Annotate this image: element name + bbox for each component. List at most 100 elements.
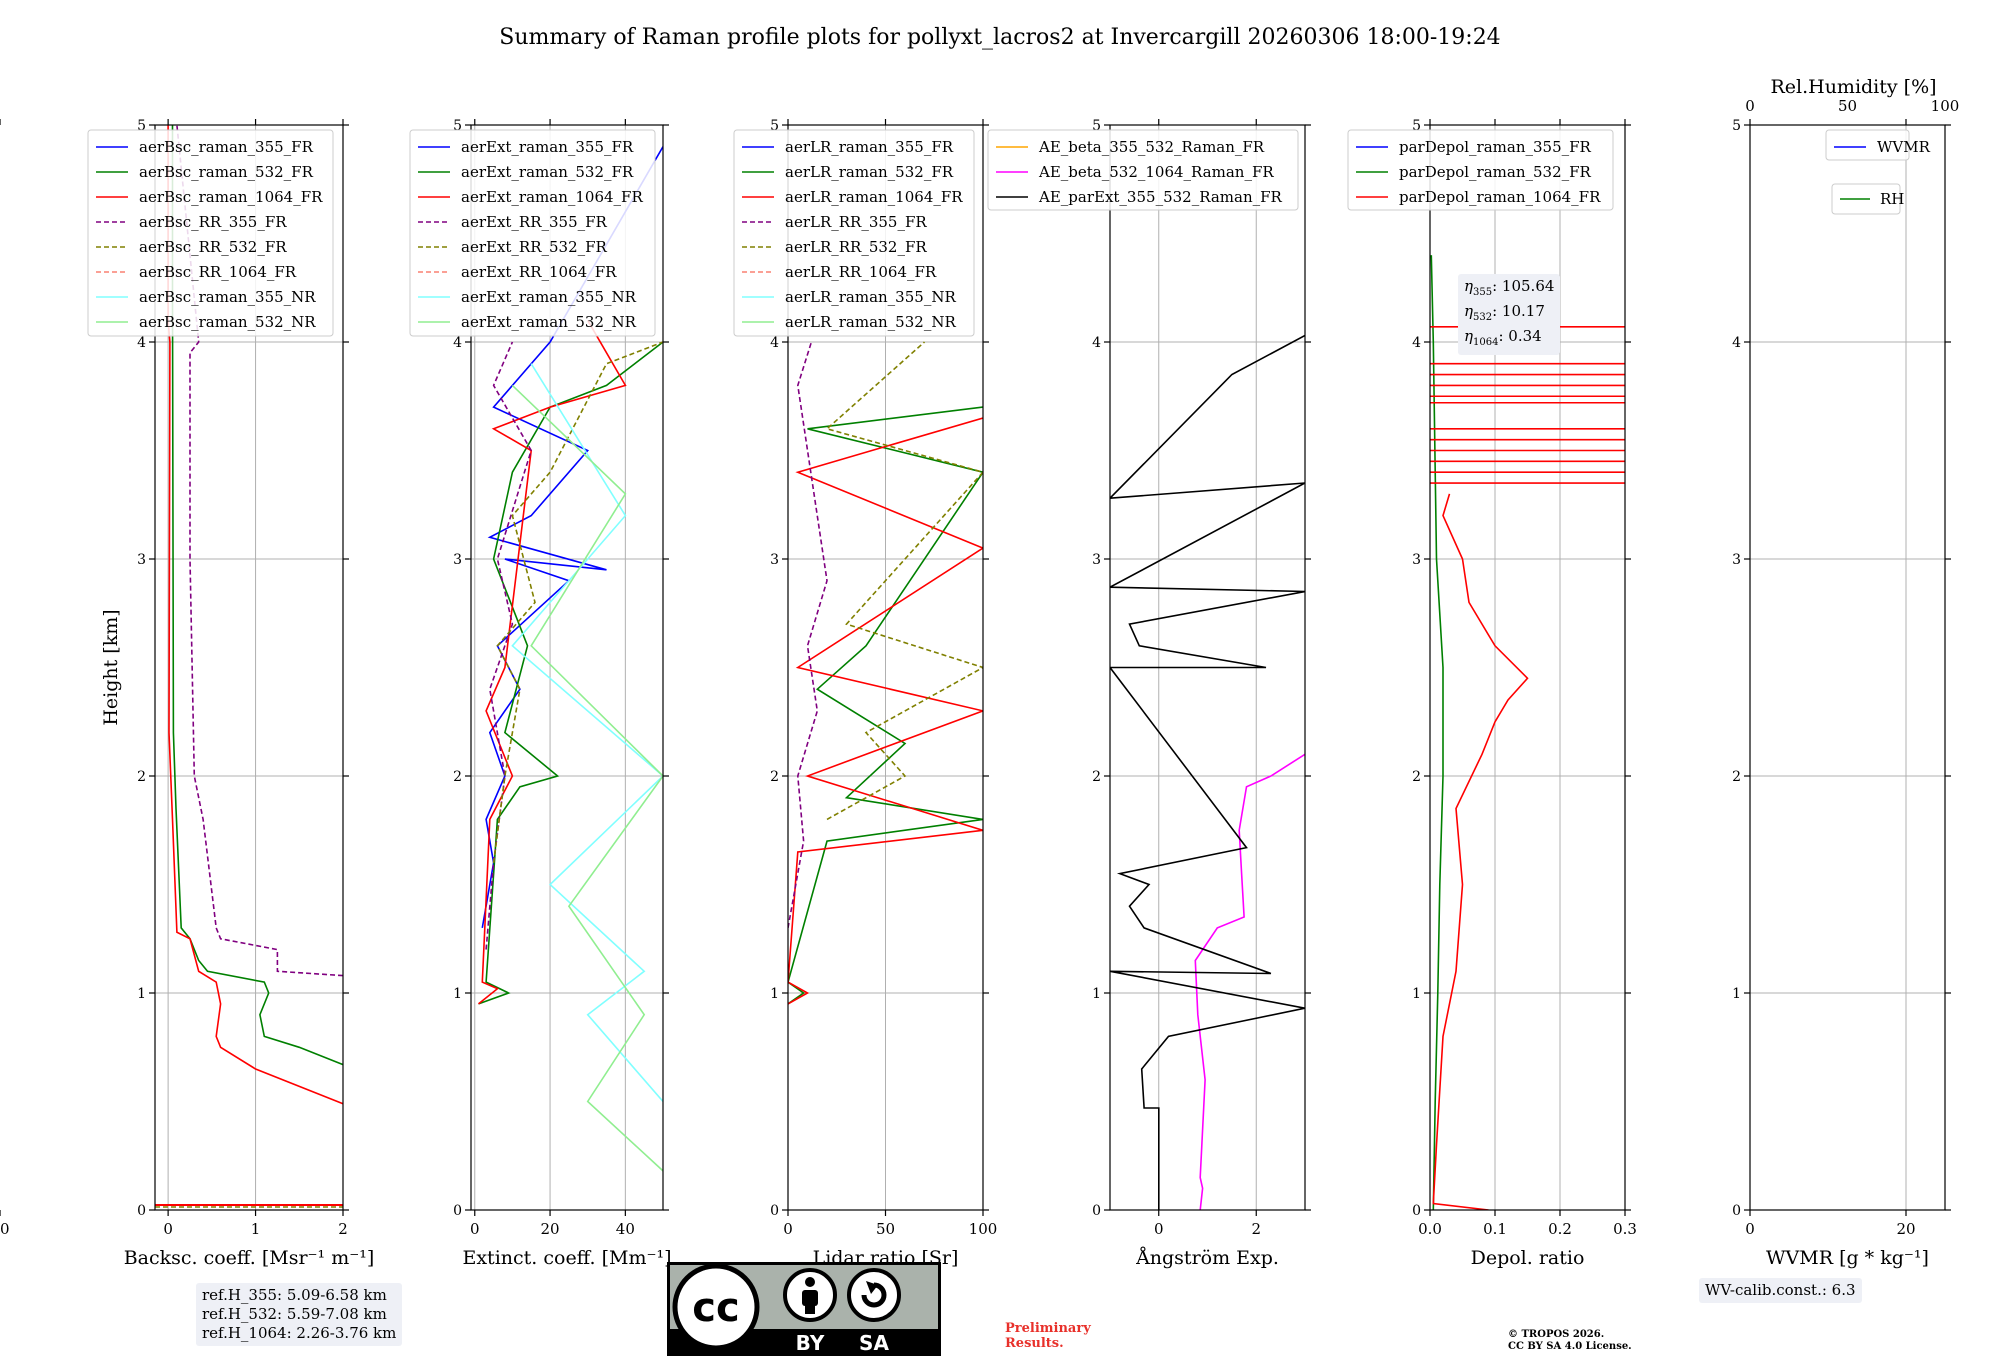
series-line-aerExt_RR_532_FR <box>492 341 663 863</box>
x-tick-label: 40 <box>616 1220 635 1238</box>
legend-entry-AE_parExt_355_532_Raman_FR: AE_parExt_355_532_Raman_FR <box>1038 188 1283 206</box>
legend-entry-aerExt_raman_355_NR: aerExt_raman_355_NR <box>461 288 637 306</box>
y-tick-label: 0 <box>137 1203 146 1219</box>
sa-arrow-icon <box>847 1268 901 1322</box>
legend-entry-aerLR_raman_532_NR: aerLR_raman_532_NR <box>785 313 956 331</box>
legend-backscatter[interactable]: aerBsc_raman_355_FR aerBsc_raman_532_FRae… <box>87 129 334 337</box>
series-group <box>477 146 663 1172</box>
cc-circle-icon <box>672 1263 760 1351</box>
legend-entry-aerLR_raman_532_FR: aerLR_raman_532_FR <box>785 163 954 181</box>
x-axis-label: WVMR [g * kg⁻¹] <box>1766 1247 1929 1269</box>
series-line-aerBsc_RR_355_FR <box>176 125 343 977</box>
y-tick-label: 4 <box>137 335 146 351</box>
legend-entry-aerBsc_raman_1064_FR: aerBsc_raman_1064_FR <box>139 188 323 206</box>
panel-depol: 0 1 2 3 4 5 0.0 0.1 0.2 0.3 Depol. ratio parDepol_r… <box>1347 118 1637 1269</box>
x-tick-label: 2 <box>1251 1220 1261 1238</box>
y-tick-label: 1 <box>1092 986 1101 1002</box>
legend-entry-parDepol_raman_355_FR: parDepol_raman_355_FR <box>1399 138 1592 156</box>
eta-355: η355: 105.64 <box>1464 277 1555 298</box>
axes-frame <box>154 124 344 1211</box>
y-tick-label: 2 <box>1092 769 1101 785</box>
x-tick-label: 0 <box>1745 1220 1755 1238</box>
x-tick-label: 0 <box>783 1220 793 1238</box>
x-tick-label: 20 <box>1896 1220 1915 1238</box>
legend-angstrom[interactable]: AE_beta_355_532_Raman_FR AE_beta_532_1064… <box>987 129 1299 211</box>
x-tick-label: 2 <box>338 1220 348 1238</box>
preliminary-line-2: Results. <box>1005 1336 1064 1351</box>
eta-355-value: 105.64 <box>1501 277 1555 295</box>
series-line-AE_beta_532_1064_Raman_FR <box>1194 753 1305 1210</box>
legend-entry-aerExt_raman_532_FR: aerExt_raman_532_FR <box>461 163 634 181</box>
top-x-tick-label: 0 <box>1745 97 1755 115</box>
y-tick-label: 3 <box>770 552 779 568</box>
legend-rh[interactable]: RH <box>1831 183 1904 215</box>
y-tick-label: 5 <box>1092 118 1101 134</box>
x-axis-label: Depol. ratio <box>1471 1247 1585 1269</box>
eta-1064: η1064: 0.34 <box>1464 327 1542 348</box>
y-tick-label: 5 <box>453 118 462 134</box>
legend-depol[interactable]: parDepol_raman_355_FR parDepol_raman_532_… <box>1347 129 1614 211</box>
series-line-aerBsc_raman_532_FR <box>171 125 343 1066</box>
series-group <box>1110 334 1305 1210</box>
legend-box <box>733 129 975 337</box>
y-tick-label: 1 <box>1732 986 1741 1002</box>
y-tick-label: 5 <box>1732 118 1741 134</box>
legend-box <box>987 129 1299 211</box>
top-x-tick-label: 100 <box>1931 97 1960 115</box>
x-tick-label: 50 <box>876 1220 895 1238</box>
y-tick-label: 4 <box>1092 335 1101 351</box>
x-axis-label: Backsc. coeff. [Msr⁻¹ m⁻¹] <box>124 1247 375 1269</box>
legend-entry-aerExt_RR_355_FR: aerExt_RR_355_FR <box>461 213 608 231</box>
x-tick-label: 0 <box>163 1220 173 1238</box>
y-tick-label: 5 <box>1412 118 1421 134</box>
legend-entry-aerLR_RR_532_FR: aerLR_RR_532_FR <box>785 238 927 256</box>
ref-height-1064: ref.H_1064: 2.26-3.76 km <box>202 1324 397 1342</box>
series-line-aerExt_raman_1064_FR <box>477 319 627 1005</box>
preliminary-note: Preliminary Results. <box>1005 1321 1091 1351</box>
by-label: BY <box>796 1331 825 1355</box>
preliminary-line-1: Preliminary <box>1005 1321 1091 1336</box>
x-tick-label: 40 <box>0 1220 10 1238</box>
cc-by-sa-badge[interactable]: cc BY SA <box>666 1261 942 1357</box>
legend-entry-aerBsc_RR_532_FR: aerBsc_RR_532_FR <box>139 238 287 256</box>
y-tick-label: 1 <box>453 986 462 1002</box>
series-line-aerLR_RR_532_FR <box>825 341 983 821</box>
legend-entry-aerBsc_raman_355_NR: aerBsc_raman_355_NR <box>139 288 316 306</box>
legend-entry-aerExt_raman_355_FR: aerExt_raman_355_FR <box>461 138 634 156</box>
y-tick-label: 4 <box>1412 335 1421 351</box>
x-tick-label: 100 <box>969 1220 998 1238</box>
legend-entry-RH: RH <box>1880 190 1904 208</box>
legend-wvmr[interactable]: WVMR <box>1825 129 1931 161</box>
copyright-note: © TROPOS 2026. CC BY SA 4.0 License. <box>1508 1329 1632 1353</box>
legend-entry-aerBsc_RR_355_FR: aerBsc_RR_355_FR <box>139 213 287 231</box>
y-tick-label: 5 <box>137 118 146 134</box>
legend-entry-aerBsc_raman_532_FR: aerBsc_raman_532_FR <box>139 163 314 181</box>
y-tick-label: 3 <box>1412 552 1421 568</box>
wv-calib-text: WV-calib.const.: 6.3 <box>1705 1281 1856 1299</box>
y-tick-label: 2 <box>137 769 146 785</box>
legend-box <box>87 129 334 337</box>
legend-entry-WVMR: WVMR <box>1877 138 1931 156</box>
y-tick-label: 1 <box>770 986 779 1002</box>
y-tick-label: 2 <box>770 769 779 785</box>
y-tick-label: 1 <box>137 986 146 1002</box>
legend-entry-aerBsc_raman_355_FR: aerBsc_raman_355_FR <box>139 138 314 156</box>
by-person-legs <box>805 1305 815 1314</box>
legend-extinction[interactable]: aerExt_raman_355_FR aerExt_raman_532_FRae… <box>409 129 656 337</box>
legend-lidar_ratio[interactable]: aerLR_raman_355_FR aerLR_raman_532_FR aerL… <box>733 129 975 337</box>
by-person-body <box>802 1290 818 1306</box>
y-tick-label: 3 <box>453 552 462 568</box>
x-tick-label: 20 <box>541 1220 560 1238</box>
y-tick-label: 0 <box>1092 1203 1101 1219</box>
copyright-line-1: © TROPOS 2026. <box>1508 1329 1605 1340</box>
legend-entry-aerLR_RR_1064_FR: aerLR_RR_1064_FR <box>785 263 937 281</box>
panel-wvmr: 01234502040WVMR [g * kg⁻¹]Rel.Humidity [… <box>0 76 1959 1269</box>
top-x-axis-label: Rel.Humidity [%] <box>1770 76 1936 98</box>
y-tick-label: 2 <box>1412 769 1421 785</box>
eta-box: η355: 105.64 η532: 10.17 η1064: 0.34 <box>1458 274 1561 355</box>
series-line-parDepol_raman_532_FR <box>1430 255 1444 1210</box>
by-person-head <box>805 1277 815 1287</box>
sa-arrow-arc <box>861 1282 887 1308</box>
x-tick-label: 0 <box>1154 1220 1164 1238</box>
